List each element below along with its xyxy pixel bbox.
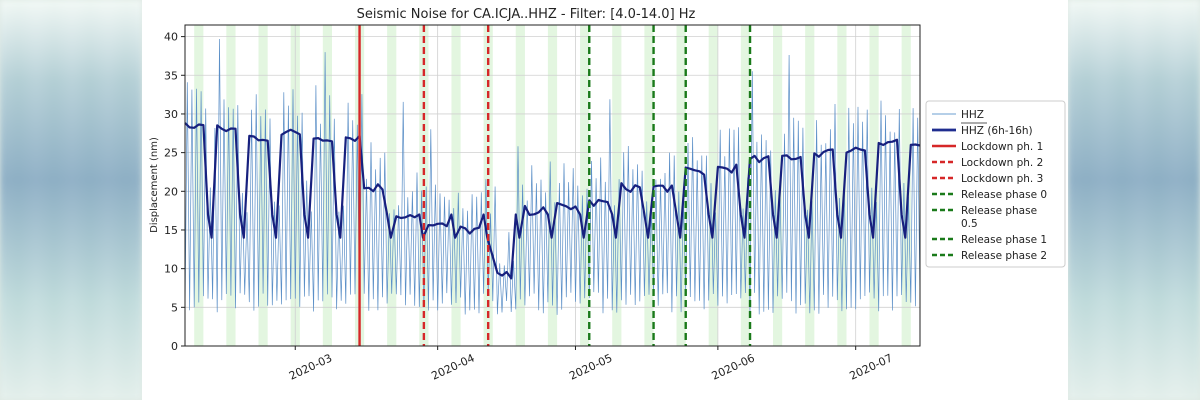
blurred-background-right	[1068, 0, 1200, 400]
weekend-band	[451, 25, 461, 346]
legend-label: HHZ	[961, 109, 984, 121]
legend: HHZ HHZ (6h-16h) Lockdown ph. 1 Lockdown ph…	[925, 100, 1066, 268]
weekend-band	[869, 25, 879, 346]
weekend-band	[322, 25, 332, 346]
x-tick-label: 2020-07	[847, 352, 894, 383]
weekend-band	[258, 25, 268, 346]
chart-figure: Seismic Noise for CA.ICJA..HHZ - Filter:…	[142, 0, 1068, 400]
weekend-band	[580, 25, 590, 346]
weekend-band	[805, 25, 815, 346]
phase-lines	[358, 25, 752, 346]
y-tick-label: 25	[164, 147, 178, 160]
legend-label: Lockdown ph. 2	[961, 157, 1043, 169]
legend-label: Release phase 2	[961, 250, 1047, 262]
y-tick-label: 15	[164, 224, 178, 237]
y-tick-label: 35	[164, 69, 178, 82]
weekend-band	[515, 25, 525, 346]
y-axis-label: Displacement (nm)	[149, 137, 160, 233]
chart-title: Seismic Noise for CA.ICJA..HHZ - Filter:…	[357, 7, 696, 22]
y-axis-ticks: 0 5 10 15 20 25 30 35 40	[164, 31, 185, 353]
weekend-band	[740, 25, 751, 346]
weekend-band	[901, 25, 911, 346]
weekend-band	[547, 25, 558, 346]
seismic-noise-chart: Seismic Noise for CA.ICJA..HHZ - Filter:…	[149, 7, 1066, 383]
legend-label: HHZ (6h-16h)	[961, 125, 1033, 137]
weekend-band	[644, 25, 654, 346]
plot-frame	[184, 24, 921, 347]
weekend-band	[226, 25, 236, 346]
hhz-mean-line	[184, 122, 921, 280]
x-tick-label: 2020-04	[429, 352, 476, 383]
weekend-band	[612, 25, 622, 346]
weekend-band	[773, 25, 783, 346]
x-axis-ticks: 2020-03 2020-04 2020-05 2020-06 2020-07	[287, 346, 895, 383]
weekend-band	[708, 25, 718, 346]
weekend-band	[387, 25, 397, 346]
y-tick-label: 5	[171, 301, 178, 314]
legend-label: Lockdown ph. 3	[961, 173, 1043, 185]
weekend-band	[676, 25, 686, 346]
legend-label: Release phase 1	[961, 234, 1047, 246]
y-tick-label: 0	[171, 340, 178, 353]
legend-label: Lockdown ph. 1	[961, 141, 1043, 153]
y-tick-label: 30	[164, 108, 178, 121]
x-tick-label: 2020-05	[567, 352, 614, 383]
hhz-line	[184, 38, 921, 316]
weekend-band	[837, 25, 847, 346]
legend-label: Release phase 0.5	[961, 205, 1037, 230]
y-tick-label: 20	[164, 185, 178, 198]
hhz-mean-series	[184, 122, 921, 280]
legend-label: Release phase 0	[961, 189, 1047, 201]
hhz-series	[184, 38, 921, 316]
blurred-background-left	[0, 0, 142, 400]
y-tick-label: 10	[164, 263, 178, 276]
y-tick-label: 40	[164, 31, 178, 44]
x-tick-label: 2020-03	[287, 352, 334, 383]
weekend-band	[194, 25, 204, 346]
legend-box	[925, 100, 1066, 268]
x-tick-label: 2020-06	[710, 352, 757, 383]
